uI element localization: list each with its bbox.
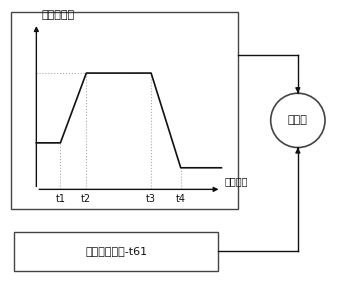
Text: 第一目标值: 第一目标值 [42,10,75,20]
Text: 最小值: 最小值 [288,115,308,125]
Bar [14,231,218,271]
Text: 目标出风温度-t61: 目标出风温度-t61 [85,246,147,256]
Text: t4: t4 [176,194,186,203]
Text: t3: t3 [146,194,156,203]
Text: t2: t2 [81,194,91,203]
Text: t1: t1 [56,194,65,203]
Text: 车外温度: 车外温度 [225,176,248,186]
Bar [11,12,238,209]
